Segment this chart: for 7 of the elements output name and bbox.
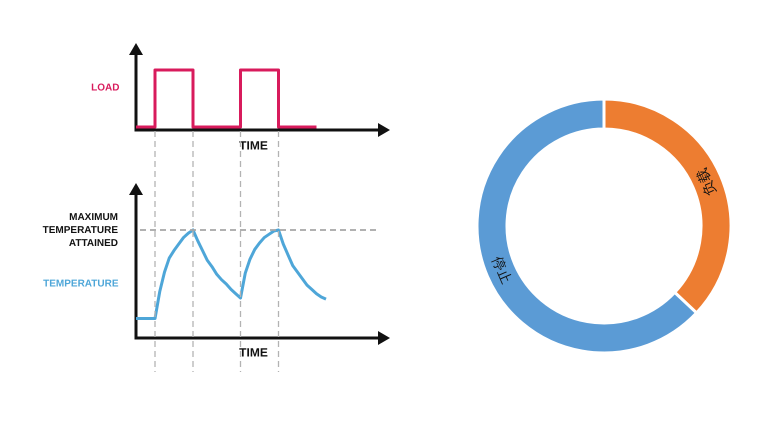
x-axis-title: TIME [239,346,268,360]
slice-label: 负载 [694,165,720,198]
ref-line-label: MAXIMUM TEMPERATURE ATTAINED [42,212,118,249]
y-axis-title: TEMPERATURE [43,278,119,290]
x-axis-title: TIME [239,138,268,152]
y-axis-title: LOAD [91,82,120,94]
slice-label: 停止 [488,254,514,287]
